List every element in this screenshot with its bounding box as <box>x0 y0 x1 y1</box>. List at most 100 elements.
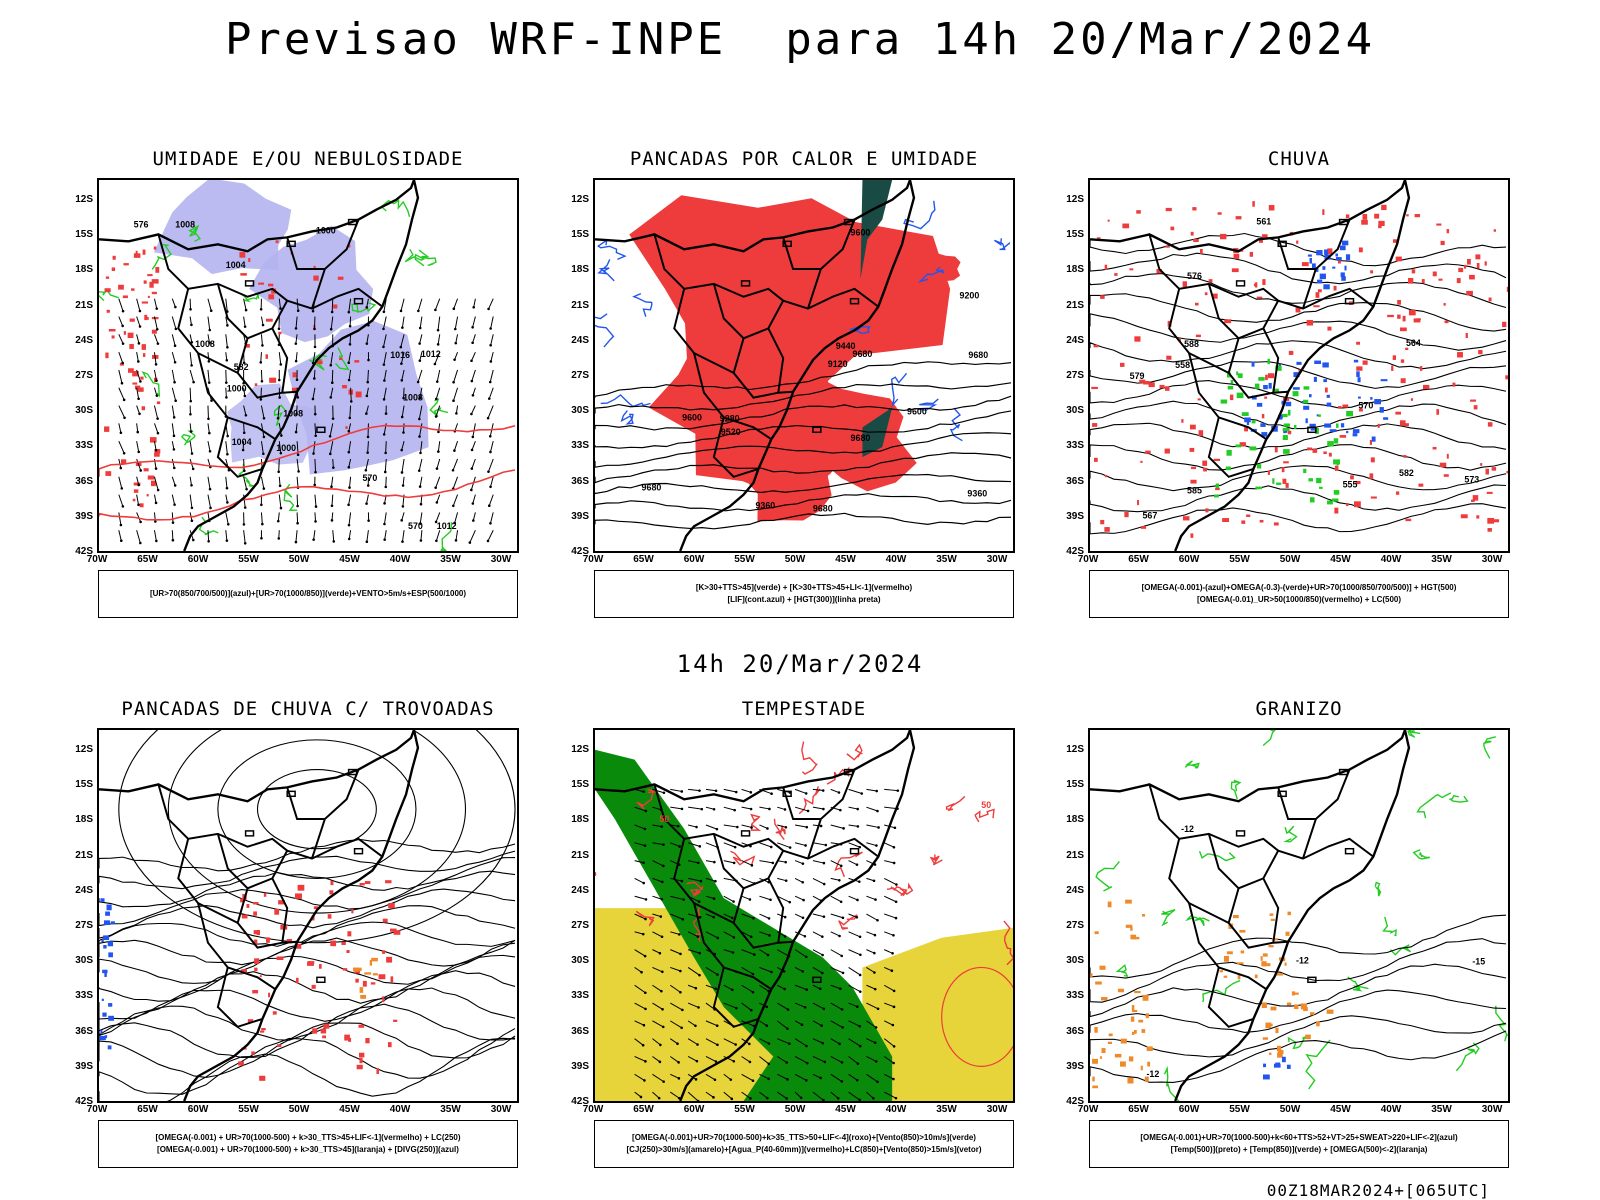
wind-vector <box>652 895 663 900</box>
vector-head <box>751 990 755 994</box>
vector-head <box>137 397 140 401</box>
wind-vector <box>207 441 211 452</box>
rain-blue-speck <box>1280 414 1283 419</box>
border-line <box>712 417 759 478</box>
contour-label: 9680 <box>851 433 871 443</box>
wind-vector <box>136 530 141 544</box>
omega-orange-speck <box>1261 961 1267 967</box>
wind-vector <box>848 913 857 918</box>
wind-vector <box>777 949 790 957</box>
vector-head <box>749 791 753 794</box>
rain-green-speck <box>1308 478 1313 482</box>
lif-contour-blue-line <box>632 292 653 317</box>
divergence-blue-speck <box>108 1015 114 1021</box>
thunderstorm-red-speck <box>241 969 247 974</box>
vector-head <box>331 417 335 420</box>
thunderstorm-red-speck <box>388 903 395 909</box>
rain-red-speck <box>1145 450 1151 454</box>
omega-orange-speck <box>1277 1052 1283 1058</box>
lat-label: 12S <box>1066 194 1084 205</box>
wind-vector <box>400 352 405 364</box>
wind-vector <box>118 351 124 364</box>
wind-vector <box>866 967 875 973</box>
wind-vector <box>435 512 441 523</box>
rain-red <box>1091 201 1508 538</box>
vector-head <box>313 412 317 416</box>
vector-head <box>155 539 158 543</box>
border-line <box>1327 837 1374 858</box>
lat-label: 42S <box>1066 1096 1084 1107</box>
humidity-contour-green-line <box>283 483 298 511</box>
wind-vector <box>705 1020 718 1027</box>
wind-vector <box>723 860 735 864</box>
border-line <box>1207 417 1254 478</box>
vector-head <box>207 417 210 421</box>
vector-head <box>384 485 388 489</box>
legend-line: [OMEGA(-0.001)+UR>70(1000-500)+k>35_TTS>… <box>632 1133 976 1142</box>
wind-vector <box>419 512 423 524</box>
vector-head <box>243 469 246 473</box>
lat-label: 42S <box>571 546 589 557</box>
vector-head <box>468 541 472 544</box>
vector-head <box>891 952 894 955</box>
rain-green-speck <box>1241 412 1249 416</box>
vector-head <box>858 1098 861 1101</box>
hail-blue-speck <box>1263 1063 1267 1068</box>
vector-head <box>297 470 300 473</box>
wind-vector <box>330 352 334 366</box>
thunderstorm-red-speck <box>356 1064 363 1070</box>
vector-head <box>822 1007 826 1011</box>
lon-label: 55W <box>238 1104 259 1115</box>
wind-vector <box>812 788 824 792</box>
border-line <box>712 967 759 1028</box>
wind-vector <box>848 949 861 956</box>
rain-red-speck <box>1506 470 1508 474</box>
wind-vector <box>171 316 177 330</box>
rain-red-speck <box>1338 406 1342 409</box>
lon-label: 70W <box>1077 554 1099 565</box>
vector-head <box>802 898 805 902</box>
wind-vector <box>866 913 878 921</box>
rain-red-speck <box>1356 341 1361 345</box>
contour-label: 9360 <box>755 500 775 510</box>
wind-vector <box>705 967 718 975</box>
thickness-red-speck <box>139 503 144 508</box>
wind-vector <box>348 494 352 505</box>
humidity-contour-green-line <box>151 243 172 270</box>
temp500-contour-black <box>1090 938 1507 1003</box>
vector-head <box>784 879 788 882</box>
vector-head <box>767 917 771 920</box>
wind-vector <box>741 1091 751 1099</box>
omega-orange-speck <box>1090 973 1093 978</box>
rain-red-speck <box>1189 424 1196 430</box>
rain-red-speck <box>1295 307 1301 313</box>
omega-orange-speck <box>1100 1056 1102 1059</box>
omega-orange <box>1219 911 1291 980</box>
vector-head <box>417 469 421 472</box>
vector-head <box>261 344 264 347</box>
omega-orange-speck <box>1120 1061 1126 1067</box>
vector-head <box>855 863 859 866</box>
lc850-contour-red <box>692 850 756 942</box>
vector-head <box>839 987 842 990</box>
wind-vector <box>884 1002 895 1008</box>
omega-orange-speck <box>1107 901 1112 908</box>
vector-head <box>487 470 490 473</box>
vector-head <box>313 483 317 487</box>
vector-head <box>716 973 719 976</box>
wind-vector <box>383 369 387 381</box>
border-line <box>1168 288 1230 374</box>
vector-head <box>208 431 211 435</box>
rain-green-speck <box>1282 435 1288 440</box>
thunderstorm-orange-speck <box>360 994 367 999</box>
thunderstorm-red-speck <box>286 939 293 944</box>
wind-vector <box>866 842 877 847</box>
rain-blue-speck <box>1352 433 1358 437</box>
rain-red-speck <box>1315 292 1320 298</box>
vector-head <box>641 932 645 936</box>
vector-head <box>678 933 681 936</box>
wind-vector <box>794 824 807 828</box>
rain-blue-speck <box>1323 284 1330 290</box>
vector-head <box>295 412 298 416</box>
thunderstorm-red-speck <box>247 1019 254 1023</box>
